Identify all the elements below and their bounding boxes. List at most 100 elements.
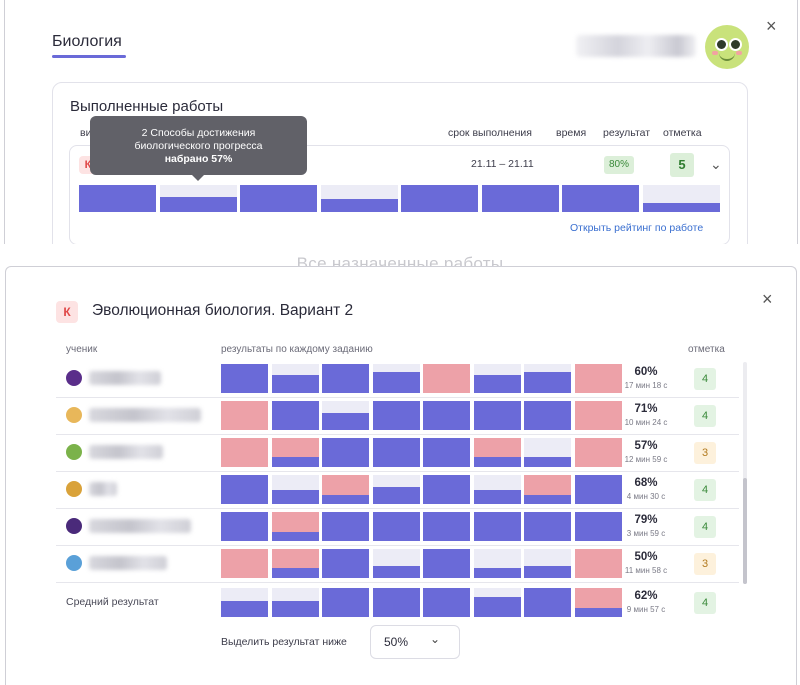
task-result-cell[interactable] bbox=[372, 364, 420, 393]
task-result-cell[interactable] bbox=[401, 185, 478, 212]
task-result-cell[interactable] bbox=[562, 185, 639, 212]
student-name[interactable] bbox=[89, 519, 191, 533]
chevron-down-icon[interactable]: ⌄ bbox=[430, 632, 441, 646]
task-result-cell[interactable] bbox=[322, 401, 369, 430]
task-result-cell[interactable] bbox=[574, 438, 622, 467]
task-result-cell[interactable] bbox=[423, 364, 470, 393]
avatar-eye-icon bbox=[729, 38, 742, 51]
task-result-cell[interactable] bbox=[524, 364, 571, 393]
task-result-cell[interactable] bbox=[372, 512, 420, 541]
task-result-cell[interactable] bbox=[240, 185, 317, 212]
task-result-cell[interactable] bbox=[221, 588, 268, 617]
task-result-cell[interactable] bbox=[524, 512, 571, 541]
task-result-cell[interactable] bbox=[372, 475, 420, 504]
task-result-fill bbox=[240, 185, 317, 212]
task-result-cell[interactable] bbox=[473, 401, 521, 430]
highlight-threshold-value: 50% bbox=[384, 635, 409, 649]
avatar[interactable] bbox=[705, 25, 749, 69]
avatar bbox=[66, 444, 82, 460]
task-result-cell[interactable] bbox=[574, 401, 622, 430]
highlight-threshold-select[interactable] bbox=[370, 625, 460, 659]
task-result-cell[interactable] bbox=[481, 185, 559, 212]
student-name[interactable] bbox=[89, 556, 167, 570]
task-result-fill bbox=[574, 549, 622, 578]
task-result-cell[interactable] bbox=[221, 475, 268, 504]
close-icon[interactable]: × bbox=[762, 289, 773, 309]
result-percent: 68% bbox=[634, 477, 658, 489]
task-result-cell[interactable] bbox=[423, 401, 470, 430]
task-result-cell[interactable] bbox=[372, 438, 420, 467]
task-result-cell[interactable] bbox=[423, 549, 470, 578]
task-result-cell[interactable] bbox=[271, 512, 319, 541]
task-result-cell[interactable] bbox=[271, 438, 319, 467]
task-result-fill bbox=[271, 456, 319, 467]
task-result-cell[interactable] bbox=[271, 588, 319, 617]
work-type-badge: К bbox=[56, 301, 78, 323]
task-result-cell[interactable] bbox=[322, 512, 369, 541]
task-result-cell[interactable] bbox=[642, 185, 720, 212]
open-rating-link[interactable]: Открыть рейтинг по работе bbox=[570, 222, 704, 234]
column-header-time: время bbox=[556, 127, 587, 139]
task-result-cell[interactable] bbox=[423, 438, 470, 467]
tab-biology[interactable]: Биология bbox=[52, 33, 122, 50]
scrollbar-thumb[interactable] bbox=[743, 478, 747, 584]
task-result-cell[interactable] bbox=[159, 185, 237, 212]
student-name[interactable] bbox=[89, 482, 117, 496]
scrollbar-track[interactable] bbox=[743, 362, 747, 584]
task-result-cell[interactable] bbox=[423, 475, 470, 504]
student-name[interactable] bbox=[89, 408, 201, 422]
task-result-cell[interactable] bbox=[574, 549, 622, 578]
task-result-fill bbox=[524, 588, 571, 617]
task-result-fill bbox=[423, 438, 470, 467]
task-result-cell[interactable] bbox=[423, 512, 470, 541]
chevron-down-icon[interactable]: ⌄ bbox=[710, 156, 722, 172]
task-result-cell[interactable] bbox=[423, 588, 470, 617]
task-result-cell[interactable] bbox=[524, 588, 571, 617]
task-result-cell[interactable] bbox=[574, 588, 622, 617]
task-result-cell[interactable] bbox=[372, 401, 420, 430]
task-result-cell[interactable] bbox=[221, 364, 268, 393]
task-result-cell[interactable] bbox=[322, 475, 369, 504]
task-result-cell[interactable] bbox=[524, 549, 571, 578]
task-result-cell[interactable] bbox=[221, 512, 268, 541]
task-result-cell[interactable] bbox=[524, 438, 571, 467]
task-result-cell[interactable] bbox=[473, 364, 521, 393]
task-result-cell[interactable] bbox=[574, 364, 622, 393]
task-result-cell[interactable] bbox=[322, 438, 369, 467]
task-result-cell[interactable] bbox=[524, 401, 571, 430]
task-result-cell[interactable] bbox=[271, 401, 319, 430]
task-result-cell[interactable] bbox=[79, 185, 156, 212]
task-result-cell[interactable] bbox=[271, 475, 319, 504]
task-result-cell[interactable] bbox=[221, 438, 268, 467]
task-result-cell[interactable] bbox=[473, 512, 521, 541]
task-result-cell[interactable] bbox=[320, 185, 398, 212]
task-result-cell[interactable] bbox=[372, 549, 420, 578]
task-result-cell[interactable] bbox=[271, 549, 319, 578]
student-name[interactable] bbox=[89, 445, 163, 459]
task-result-cell[interactable] bbox=[574, 512, 622, 541]
task-result-cell[interactable] bbox=[271, 364, 319, 393]
task-result-cell[interactable] bbox=[473, 475, 521, 504]
task-result-fill bbox=[159, 197, 237, 212]
task-result-cell[interactable] bbox=[322, 588, 369, 617]
student-name[interactable] bbox=[89, 371, 161, 385]
task-result-cell[interactable] bbox=[221, 401, 268, 430]
task-result-cell[interactable] bbox=[473, 549, 521, 578]
column-header-result: результат bbox=[603, 127, 651, 139]
task-result-cell[interactable] bbox=[524, 475, 571, 504]
task-result-fill bbox=[79, 185, 156, 212]
grade-badge: 4 bbox=[694, 479, 716, 501]
result-percent: 71% bbox=[634, 403, 658, 415]
task-result-cell[interactable] bbox=[322, 549, 369, 578]
task-result-cell[interactable] bbox=[574, 475, 622, 504]
task-result-fill bbox=[574, 608, 622, 617]
task-result-fill bbox=[423, 549, 470, 578]
task-result-cell[interactable] bbox=[473, 588, 521, 617]
close-icon[interactable]: × bbox=[766, 16, 777, 36]
grade-badge: 3 bbox=[694, 553, 716, 575]
task-results-bar bbox=[79, 185, 721, 212]
task-result-cell[interactable] bbox=[372, 588, 420, 617]
task-result-cell[interactable] bbox=[221, 549, 268, 578]
task-result-cell[interactable] bbox=[473, 438, 521, 467]
task-result-cell[interactable] bbox=[322, 364, 369, 393]
